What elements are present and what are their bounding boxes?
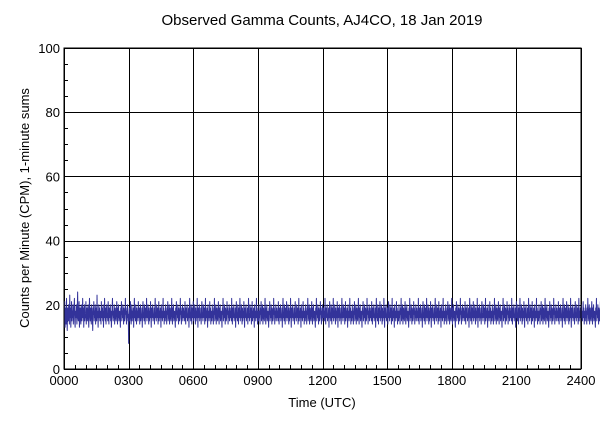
x-tick-label: 1800 [437,373,466,388]
y-tick-label: 40 [46,234,60,249]
plot-area-frame [63,47,582,370]
gamma-count-series-line [63,291,600,344]
x-tick-label: 1500 [373,373,402,388]
y-axis-tick-labels: 0 20 40 60 80 100 [38,41,60,377]
y-tick-label: 80 [46,105,60,120]
minor-ticks [64,64,571,369]
x-tick-label: 0900 [243,373,272,388]
x-axis-tick-labels: 0000 0300 0600 0900 1200 1500 1800 2100 2400 [50,373,596,388]
y-tick-label: 20 [46,298,60,313]
x-tick-label: 0600 [179,373,208,388]
y-tick-label: 0 [53,362,60,377]
y-tick-label: 100 [38,41,60,56]
y-tick-label: 60 [46,169,60,184]
y-axis-label: Counts per Minute (CPM), 1-minute sums [17,88,32,328]
x-tick-label: 2100 [502,373,531,388]
chart-title: Observed Gamma Counts, AJ4CO, 18 Jan 201… [162,12,483,29]
x-tick-label: 0000 [50,373,79,388]
x-tick-label: 2400 [567,373,596,388]
x-tick-label: 0300 [114,373,143,388]
x-axis-label: Time (UTC) [288,395,355,410]
x-tick-label: 1200 [308,373,337,388]
